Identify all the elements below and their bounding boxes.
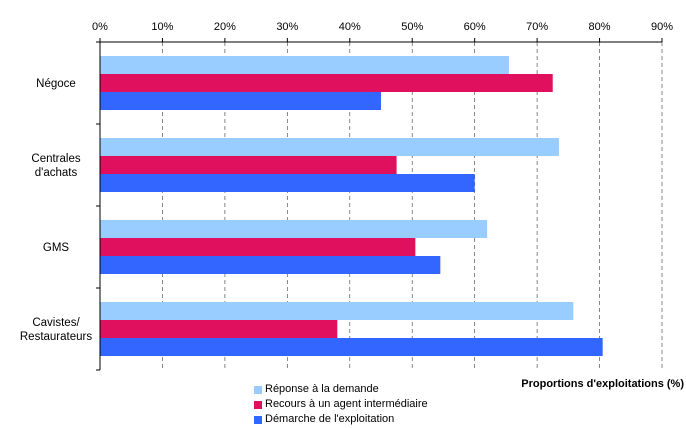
legend-label: Réponse à la demande	[265, 383, 379, 395]
bar	[100, 256, 441, 274]
legend-item: Démarche de l'exploitation	[254, 412, 428, 427]
category-label: Cavistes/	[32, 317, 80, 329]
x-tick-label: 0%	[92, 21, 108, 33]
bar	[100, 320, 338, 338]
x-tick-label: 20%	[214, 21, 236, 33]
bar	[100, 56, 510, 74]
x-axis-label: Proportions d'exploitations (%)	[521, 378, 684, 390]
legend: Réponse à la demande Recours à un agent i…	[254, 382, 428, 427]
bar	[100, 74, 553, 92]
bar	[100, 338, 603, 356]
x-tick-labels: 0% 10% 20% 30% 40% 50% 60% 70% 80% 90%	[92, 21, 673, 33]
bar	[100, 220, 488, 238]
x-tick-label: 10%	[151, 21, 173, 33]
x-tick-label: 90%	[651, 21, 673, 33]
x-tick-label: 40%	[339, 21, 361, 33]
legend-label: Recours à un agent intermédiaire	[265, 398, 428, 410]
category-label: Négoce	[36, 78, 76, 90]
category-label: Centrales	[31, 153, 80, 165]
x-tick-label: 80%	[589, 21, 611, 33]
x-tick-label: 60%	[464, 21, 486, 33]
category-label: Restaurateurs	[20, 331, 92, 343]
legend-item: Recours à un agent intermédiaire	[254, 397, 428, 412]
legend-swatch	[254, 415, 262, 424]
bar	[100, 138, 559, 156]
bar	[100, 156, 397, 174]
x-tick-label: 70%	[526, 21, 548, 33]
bar	[100, 174, 475, 192]
x-tick-label: 30%	[276, 21, 298, 33]
legend-item: Réponse à la demande	[254, 382, 428, 397]
axes	[96, 38, 663, 371]
x-tick-label: 50%	[401, 21, 423, 33]
legend-swatch	[254, 400, 262, 409]
category-labels: Négoce Centrales d'achats GMS Cavistes/Resta…	[20, 78, 92, 343]
bar	[100, 238, 416, 256]
category-label: d'achats	[35, 167, 78, 179]
bar	[100, 302, 574, 320]
legend-swatch	[254, 385, 262, 394]
legend-label: Démarche de l'exploitation	[265, 413, 395, 425]
category-label: GMS	[43, 242, 70, 254]
bars	[100, 56, 603, 356]
bar	[100, 92, 381, 110]
